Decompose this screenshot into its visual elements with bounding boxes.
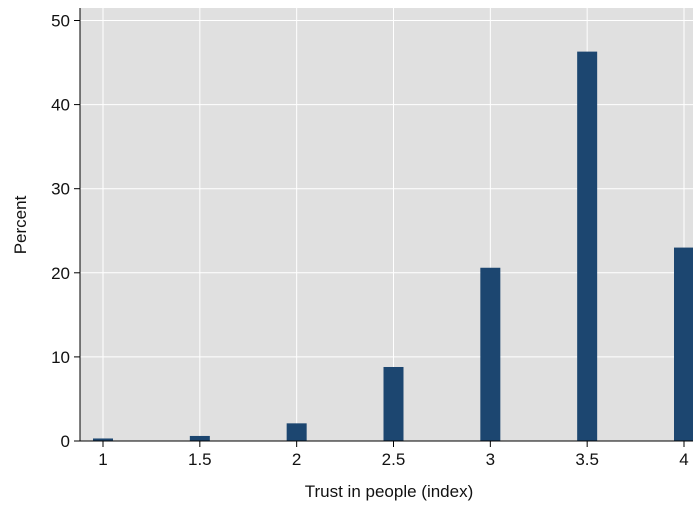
y-tick-label: 10 — [51, 348, 70, 367]
x-tick-label: 2.5 — [382, 450, 406, 469]
bar — [189, 435, 210, 441]
bar — [480, 267, 501, 441]
bars — [93, 51, 693, 441]
bar — [577, 51, 598, 441]
x-tick-label: 3.5 — [575, 450, 599, 469]
x-axis-title: Trust in people (index) — [305, 482, 474, 501]
y-axis-title: Percent — [11, 195, 30, 254]
bar — [674, 247, 693, 441]
x-tick-label: 2 — [292, 450, 301, 469]
bar — [93, 438, 113, 441]
y-tick-label: 40 — [51, 96, 70, 115]
y-tick-label: 30 — [51, 180, 70, 199]
y-tick-label: 0 — [61, 432, 70, 451]
x-tick-label: 1.5 — [188, 450, 212, 469]
x-tick-label: 1 — [98, 450, 107, 469]
bar — [286, 423, 307, 441]
y-tick-label: 50 — [51, 12, 70, 31]
x-tick-label: 3 — [486, 450, 495, 469]
bar — [383, 366, 404, 441]
x-tick-label: 4 — [679, 450, 688, 469]
axes — [74, 8, 693, 447]
tick-labels: 0 10 20 30 40 50 1 1.5 2 2.5 3 3.5 4 — [51, 12, 689, 470]
y-tick-label: 20 — [51, 264, 70, 283]
